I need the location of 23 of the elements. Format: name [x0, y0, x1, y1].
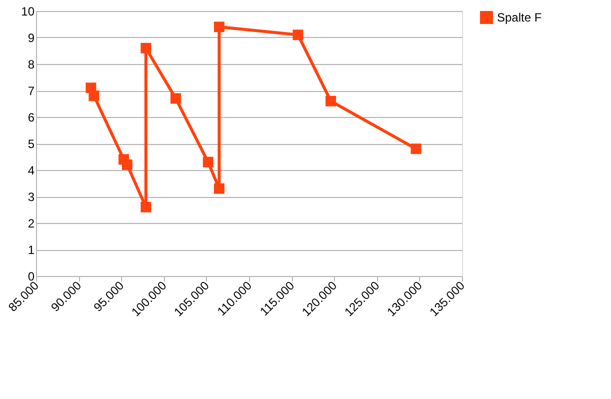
point: [410, 144, 422, 154]
point: [326, 96, 336, 106]
y-tick-label: 2: [28, 216, 35, 230]
y-tick-label: 5: [28, 137, 35, 151]
point: [140, 42, 152, 54]
y-tick-label: 8: [28, 58, 35, 72]
y-tick-label: 3: [28, 190, 35, 204]
point: [292, 30, 304, 40]
legend-label: Spalte F: [497, 10, 542, 24]
point: [122, 159, 132, 170]
point: [202, 156, 214, 168]
point: [214, 22, 224, 32]
y-tick-label: 4: [28, 164, 35, 178]
point: [140, 202, 152, 212]
point: [88, 90, 100, 102]
y-tick-label: 7: [28, 84, 35, 98]
y-tick-label: 9: [28, 31, 35, 45]
y-tick-label: 6: [28, 110, 35, 124]
point: [170, 93, 181, 104]
y-tick-label: 0: [28, 270, 35, 284]
y-tick-label: 10: [21, 4, 35, 18]
point: [214, 183, 224, 194]
y-tick-label: 1: [28, 243, 35, 257]
